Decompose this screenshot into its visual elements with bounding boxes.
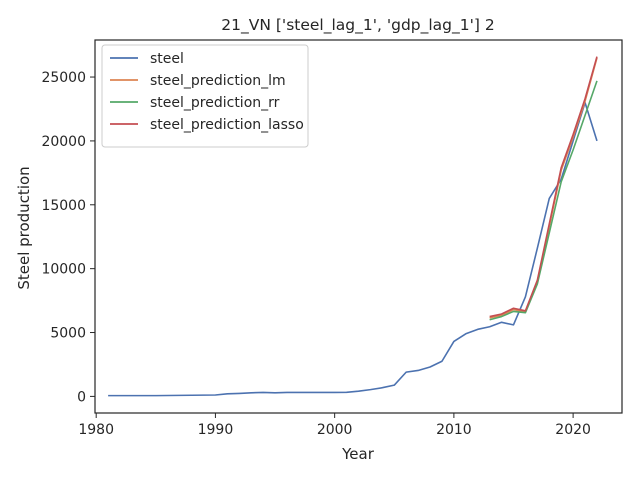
y-tick-label: 5000	[50, 326, 86, 342]
series-line-steel_prediction_lasso	[489, 56, 598, 318]
y-tick-label: 20000	[41, 134, 86, 150]
plot-lines	[108, 56, 598, 397]
chart-title: 21_VN ['steel_lag_1', 'gdp_lag_1'] 2	[221, 16, 494, 35]
y-tick-label: 25000	[41, 70, 86, 86]
x-tick-label: 1990	[198, 422, 234, 438]
legend: steel steel_prediction_lm steel_prediction…	[101, 44, 309, 148]
x-axis-label: Year	[341, 445, 375, 463]
x-tick-label: 2010	[436, 422, 472, 438]
legend-label: steel_prediction_lm	[150, 73, 286, 89]
y-tick-label: 10000	[41, 262, 86, 278]
plot-frame	[94, 39, 623, 414]
series-line-steel	[108, 101, 598, 397]
y-axis: 0 5000 10000 15000 20000 25000	[41, 70, 95, 405]
legend-label: steel	[150, 51, 184, 67]
legend-label: steel_prediction_lasso	[150, 117, 304, 133]
x-tick-label: 1980	[78, 422, 114, 438]
y-tick-label: 0	[77, 389, 86, 405]
x-tick-label: 2000	[317, 422, 353, 438]
series-line-steel_prediction_rr	[489, 80, 598, 321]
x-tick-label: 2020	[555, 422, 591, 438]
x-axis: 1980 1990 2000 2010 2020	[78, 413, 591, 438]
y-axis-label: Steel production	[15, 166, 33, 289]
legend-box	[101, 44, 309, 148]
legend-label: steel_prediction_rr	[150, 95, 280, 111]
y-tick-label: 15000	[41, 198, 86, 214]
